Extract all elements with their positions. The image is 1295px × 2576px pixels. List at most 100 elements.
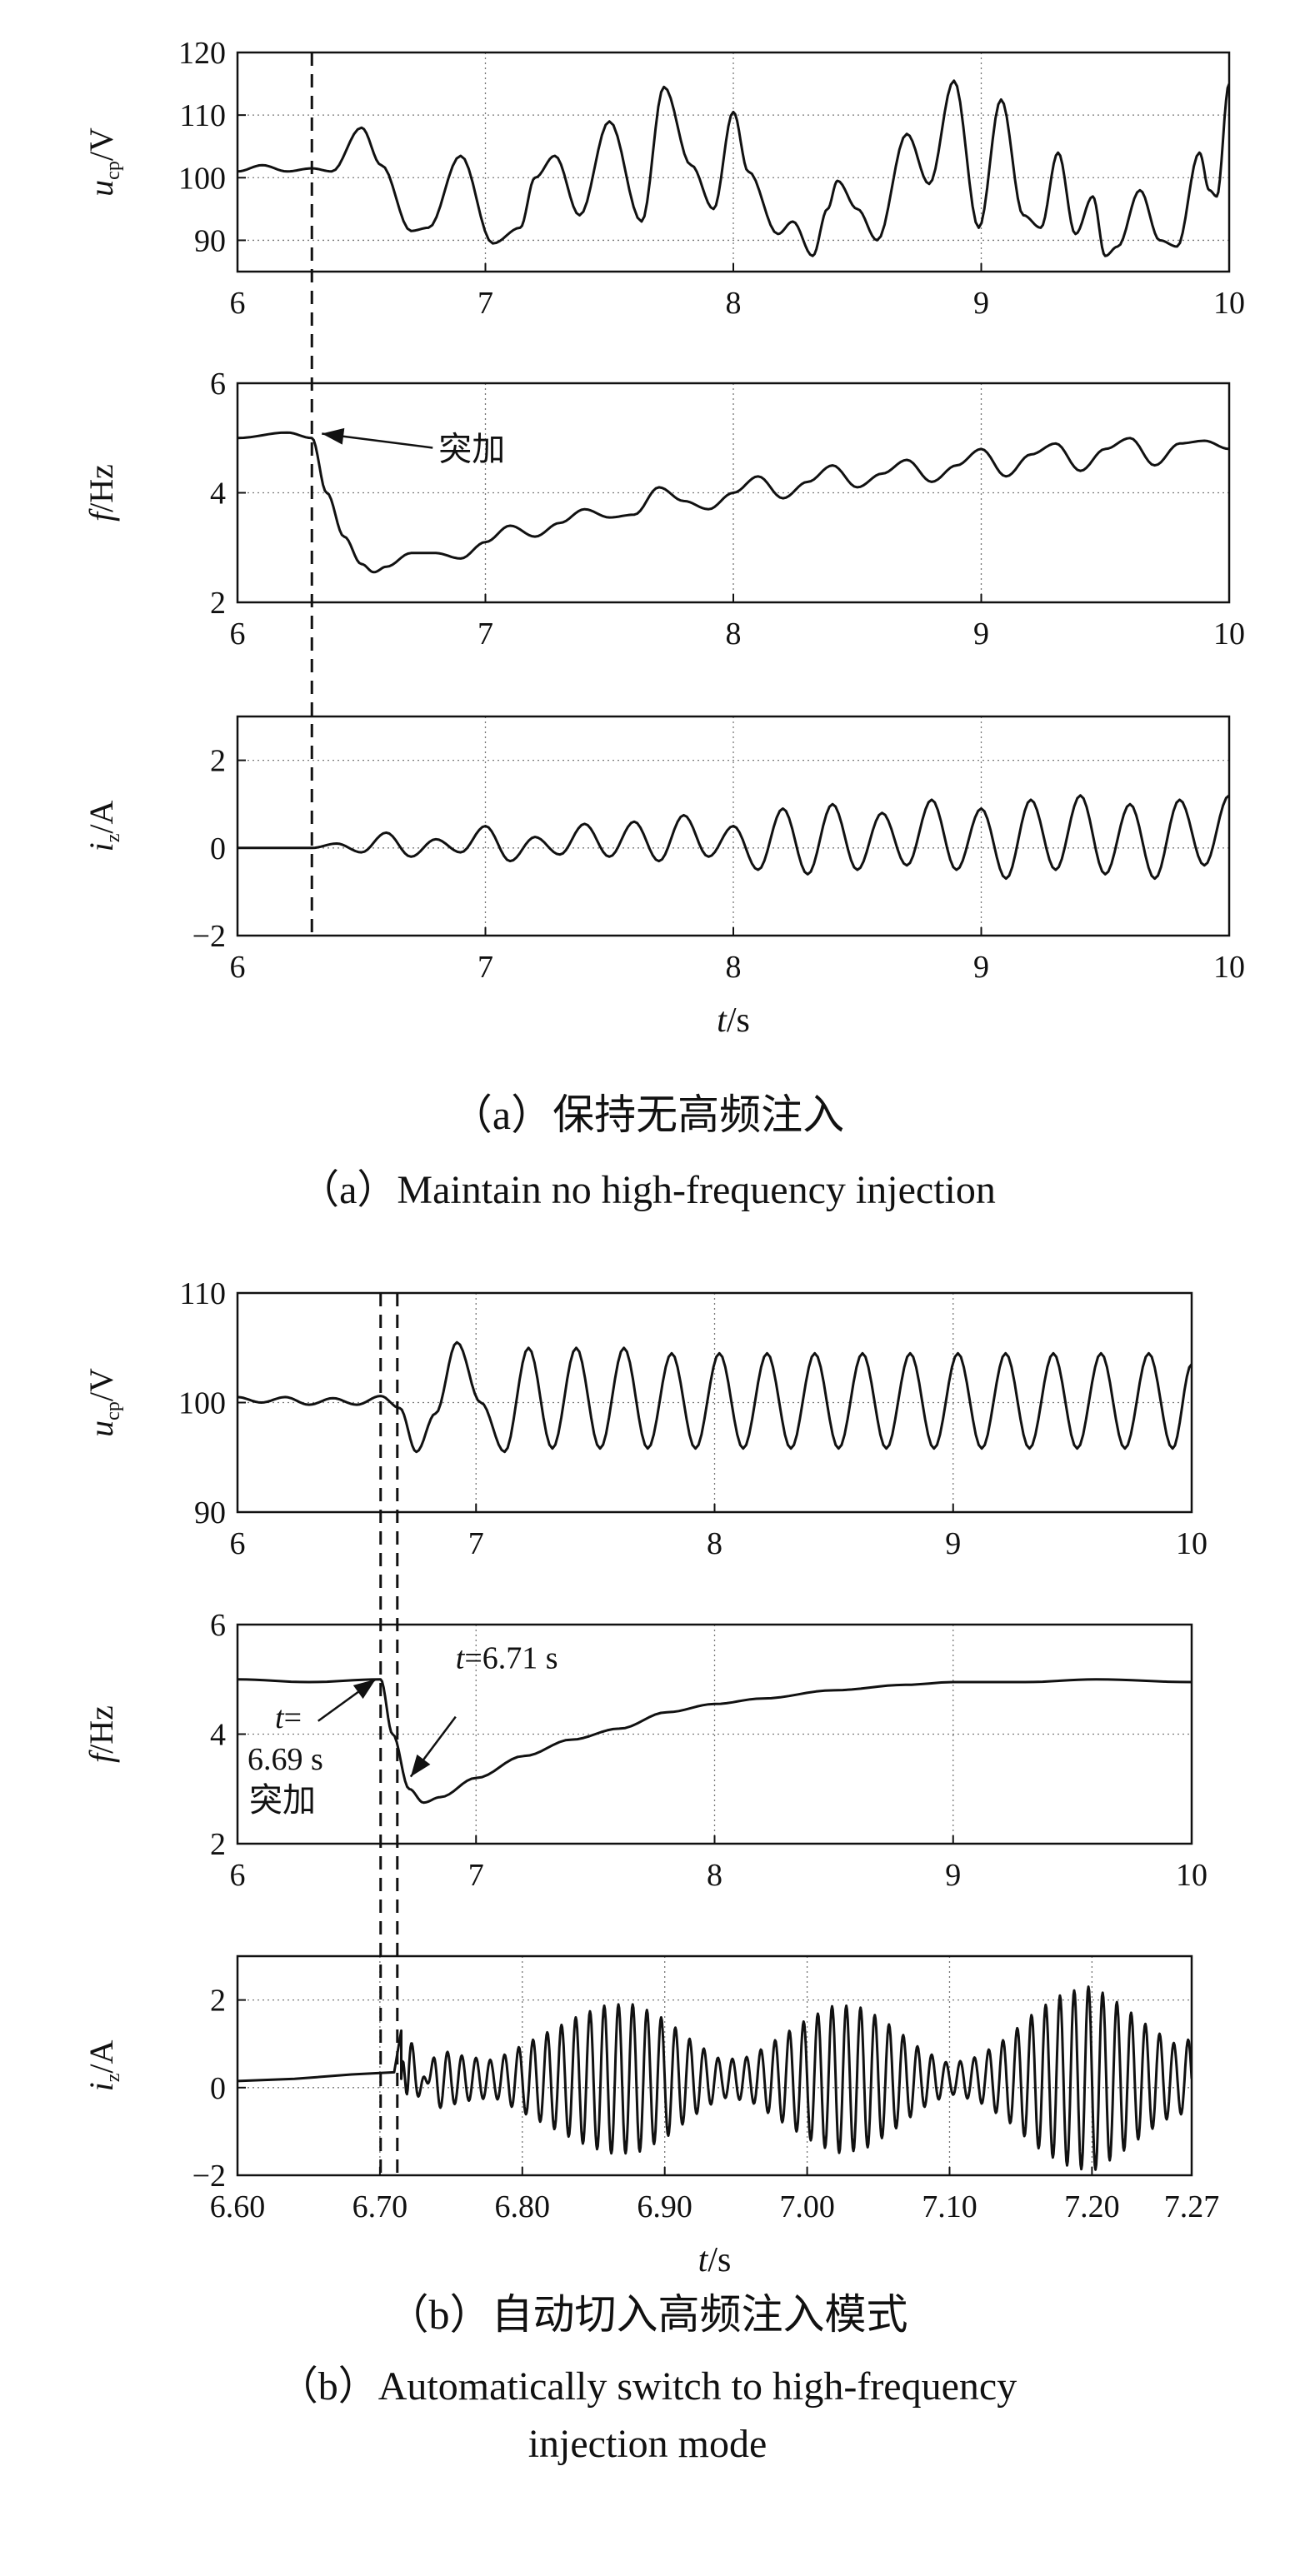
x-tick-label: 10: [1213, 617, 1245, 651]
x-tick-label: 10: [1176, 1858, 1208, 1893]
x-axis-label-symbol: t: [717, 1001, 728, 1040]
chart-panel-a3: 6 7 8 9 10 −2 0 2 iz/A t/s: [82, 715, 1245, 1040]
x-tick-label: 7: [468, 1526, 484, 1561]
x-tick-label: 10: [1213, 286, 1245, 321]
annotation-text: =6.71 s: [464, 1641, 558, 1676]
y-tick-label: 90: [194, 1495, 226, 1530]
y-tick-label: 110: [179, 1276, 226, 1311]
caption-a-cn: （a）保持无高频注入: [450, 1091, 845, 1138]
x-tick-label: 8: [707, 1858, 722, 1893]
x-tick-label: 7.10: [922, 2189, 978, 2224]
y-tick-label: 6: [210, 367, 226, 402]
y-axis-label-symbol: u: [82, 1420, 120, 1437]
annotation-label: t=: [275, 1700, 302, 1735]
y-axis-label-unit: /V: [82, 127, 120, 161]
x-axis-label-unit: /s: [708, 2241, 731, 2279]
series-line-0: [238, 431, 1229, 574]
annotation-arrow-2-head: [410, 1754, 431, 1777]
x-axis-label-unit: /s: [727, 1001, 750, 1040]
annotation-label: t=6.71 s: [456, 1641, 558, 1676]
y-axis-label-subscript: cp: [102, 1401, 124, 1420]
y-axis-label: f/Hz: [82, 464, 120, 522]
series-line-0: [238, 1678, 1192, 1805]
y-axis-label-symbol: i: [82, 2082, 120, 2091]
x-axis-label: t/s: [698, 2241, 732, 2279]
y-tick-label: 4: [210, 1718, 226, 1753]
y-tick-label: 100: [178, 161, 226, 196]
x-tick-label: 9: [973, 617, 989, 651]
caption-a-en: （a）Maintain no high-frequency injection: [299, 1168, 996, 1212]
y-axis-label-unit: /Hz: [82, 464, 120, 512]
y-tick-label: 0: [210, 2071, 226, 2106]
x-tick-label: 9: [973, 950, 989, 985]
y-axis-label-subscript: z: [102, 2074, 124, 2083]
x-tick-label: 6.60: [210, 2189, 266, 2224]
annotation-arrow-head: [322, 427, 345, 445]
chart-panel-a2: 6 7 8 9 10 2 4 6 f/Hz 突加: [82, 367, 1245, 651]
caption-b-en-line2: injection mode: [528, 2422, 768, 2466]
x-tick-label: 8: [707, 1526, 722, 1561]
series-line-0: [238, 794, 1229, 881]
x-tick-label: 7: [468, 1858, 484, 1893]
x-tick-label: 6: [230, 1858, 246, 1893]
annotation-symbol: t: [275, 1700, 285, 1735]
chart-panel-b3: 6.60 6.70 6.80 6.90 7.00 7.10 7.20 7.27 −2 0 2 iz/A…: [82, 1954, 1220, 2279]
y-tick-label: −2: [192, 919, 226, 954]
y-axis-label-subscript: z: [102, 834, 124, 843]
annotation-arrow-1-head: [352, 1679, 376, 1700]
chart-panel-a1: 6 7 8 9 10 90 100 110 120 ucp/V: [82, 36, 1245, 321]
y-axis-label-unit: /Hz: [82, 1705, 120, 1754]
y-axis-label: f/Hz: [82, 1705, 120, 1763]
x-axis-label: t/s: [717, 1001, 750, 1040]
y-axis-label: ucp/V: [82, 127, 124, 197]
x-tick-label: 6: [230, 286, 246, 321]
x-tick-label: 6: [230, 1526, 246, 1561]
y-axis-label-unit: /A: [82, 2039, 120, 2073]
y-tick-label: 2: [210, 1827, 226, 1862]
x-axis-label-symbol: t: [698, 2241, 709, 2279]
x-tick-label: 6.80: [495, 2189, 551, 2224]
x-tick-label: 9: [945, 1526, 961, 1561]
plot-frame: [236, 1954, 1193, 2177]
y-tick-label: 120: [178, 36, 226, 71]
x-tick-label: 7.27: [1164, 2189, 1220, 2224]
x-tick-label: 8: [726, 617, 742, 651]
annotation-symbol: t: [456, 1641, 466, 1676]
caption-b-cn: （b）自动切入高频注入模式: [387, 2291, 908, 2338]
series-line-0: [238, 79, 1229, 257]
annotation-label: 突加: [249, 1781, 316, 1820]
y-tick-label: 2: [210, 1984, 226, 2019]
y-axis-label: iz/A: [82, 2039, 124, 2091]
y-axis-label-unit: /V: [82, 1368, 120, 1401]
y-tick-label: 0: [210, 831, 226, 866]
y-tick-label: 110: [179, 98, 226, 133]
y-tick-label: 100: [178, 1386, 226, 1421]
y-tick-label: 90: [194, 223, 226, 258]
y-tick-label: 4: [210, 477, 226, 512]
annotation-label: 突加: [438, 430, 505, 468]
x-tick-label: 7: [478, 950, 493, 985]
x-tick-label: 7.00: [779, 2189, 835, 2224]
y-axis-label-symbol: i: [82, 842, 120, 851]
x-tick-label: 6.90: [637, 2189, 692, 2224]
x-tick-label: 6: [230, 617, 246, 651]
x-tick-label: 9: [945, 1858, 961, 1893]
annotations: 突加: [322, 427, 505, 468]
caption-b-en-line1: （b）Automatically switch to high-frequenc…: [278, 2364, 1018, 2409]
x-tick-label: 9: [973, 286, 989, 321]
annotation-text: =: [284, 1700, 302, 1735]
x-tick-label: 10: [1176, 1526, 1208, 1561]
x-tick-label: 6.70: [352, 2189, 408, 2224]
x-tick-label: 10: [1213, 950, 1245, 985]
y-tick-label: −2: [192, 2159, 226, 2194]
y-tick-label: 2: [210, 744, 226, 779]
y-axis-label-unit: /A: [82, 800, 120, 833]
y-axis-label-subscript: cp: [102, 161, 124, 180]
x-tick-label: 7.20: [1064, 2189, 1120, 2224]
x-tick-label: 8: [726, 286, 742, 321]
x-tick-label: 7: [478, 286, 493, 321]
x-tick-label: 8: [726, 950, 742, 985]
series-line-0: [238, 1985, 1192, 2171]
